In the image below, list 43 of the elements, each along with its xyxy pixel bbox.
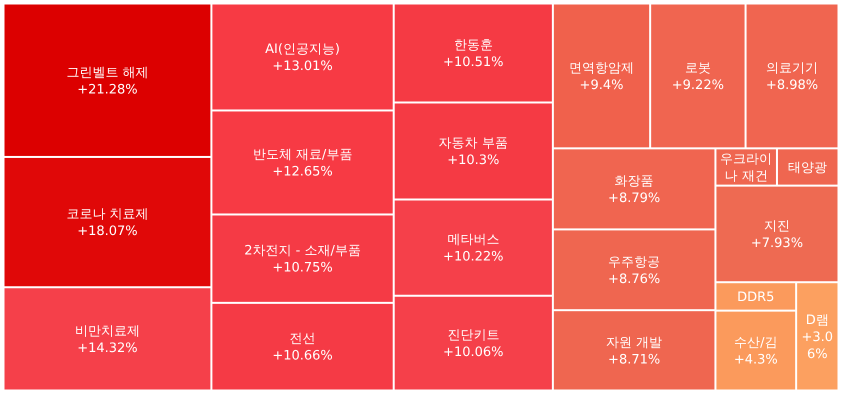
data-label: +3.06% bbox=[802, 330, 834, 362]
category-label: 지진 bbox=[764, 218, 790, 234]
category-label: 진단키트 bbox=[447, 328, 500, 344]
data-label: +12.65% bbox=[272, 164, 333, 180]
data-label: +8.79% bbox=[608, 190, 660, 206]
category-label: 비만치료제 bbox=[74, 324, 140, 339]
category-label: 2차전지 - 소재/부품 bbox=[244, 244, 361, 259]
data-label: +4.3% bbox=[734, 352, 778, 368]
data-label: +21.28% bbox=[77, 82, 138, 98]
data-label: +9.4% bbox=[580, 78, 624, 93]
category-label: 한동훈 bbox=[454, 38, 493, 54]
category-label: 화장품 bbox=[614, 174, 654, 189]
category-label: D램 bbox=[806, 312, 829, 328]
category-label: 면역항암제 bbox=[569, 60, 634, 76]
category-label: 자원 개발 bbox=[606, 335, 662, 350]
data-label: +10.51% bbox=[443, 55, 504, 70]
category-label: DDR5 bbox=[737, 290, 774, 305]
category-label: 코로나 치료제 bbox=[66, 207, 149, 222]
category-label: 로봇 bbox=[684, 60, 711, 76]
data-label: +8.98% bbox=[766, 78, 818, 93]
data-label: +7.93% bbox=[750, 236, 804, 251]
data-label: +13.01% bbox=[272, 59, 333, 74]
category-label: 자동차 부품 bbox=[438, 136, 508, 152]
category-label: 의료기기 bbox=[766, 60, 818, 76]
data-label: +10.3% bbox=[447, 153, 500, 168]
data-label: +10.66% bbox=[272, 348, 333, 364]
data-label: +10.06% bbox=[443, 345, 504, 360]
category-label: 반도체 재료/부품 bbox=[252, 148, 352, 163]
data-label: +9.22% bbox=[672, 78, 724, 93]
data-label: +8.71% bbox=[608, 352, 660, 368]
data-label: +18.07% bbox=[77, 224, 138, 240]
category-label: 수산/김 bbox=[734, 336, 778, 351]
category-label: 그린벨트 해제 bbox=[66, 65, 149, 80]
data-label: +8.76% bbox=[608, 272, 660, 287]
category-label: 메타버스 bbox=[447, 232, 500, 248]
category-label: 우크라이나 재건 bbox=[720, 152, 772, 184]
category-label: 우주항공 bbox=[608, 254, 660, 270]
category-label: 태양광 bbox=[788, 160, 828, 176]
category-label: AI(인공지능) bbox=[265, 42, 340, 58]
data-label: +14.32% bbox=[77, 340, 138, 356]
data-label: +10.75% bbox=[272, 260, 333, 276]
category-label: 전선 bbox=[290, 332, 316, 347]
data-label: +10.22% bbox=[443, 250, 504, 265]
